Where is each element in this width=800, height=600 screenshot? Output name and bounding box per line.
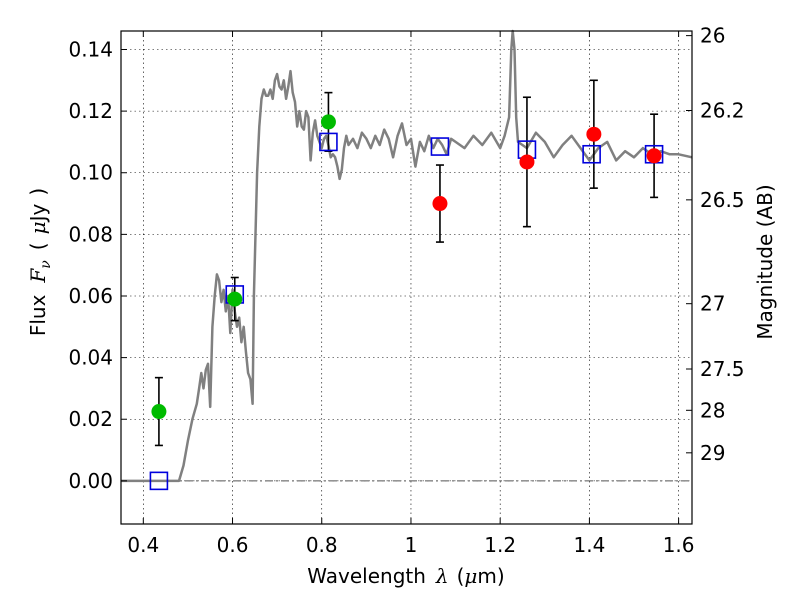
- y-axis-subscript: ν: [38, 260, 54, 269]
- x-axis-label: Wavelength λ (μm): [307, 564, 504, 588]
- right-axis-label: Magnitude (AB): [753, 184, 777, 339]
- x-tick-label: 1.4: [573, 533, 605, 557]
- green-data-point: [151, 404, 167, 420]
- magnitude-tick-label: 27.5: [700, 357, 745, 381]
- tick-labels: 0.4 0.6 0.8 1 1.2 1.4 1.6 0.00 0.02 0.04 0.06 0.08 0…: [68, 24, 744, 557]
- y-tick-label: 0.08: [68, 222, 113, 246]
- red-data-point: [432, 196, 448, 212]
- y-tick-label: 0.14: [68, 37, 113, 61]
- y-tick-label: 0.02: [68, 407, 113, 431]
- magnitude-tick-label: 28: [700, 398, 725, 422]
- model-box-marker: [582, 144, 601, 164]
- y-tick-label: 0.12: [68, 99, 113, 123]
- x-axis-unit-rest: m): [477, 564, 504, 588]
- model-box-marker: [149, 471, 169, 491]
- y-axis-unit-rest: Jy: [26, 203, 50, 223]
- y-axis-symbol: F: [26, 268, 50, 284]
- x-axis-title: Wavelength: [307, 564, 426, 588]
- red-data-point: [519, 154, 535, 170]
- y-axis-unit-open: (: [26, 242, 50, 250]
- y-axis-unit-close: ): [26, 188, 50, 196]
- green-data-point: [227, 291, 243, 307]
- magnitude-tick-label: 27: [700, 292, 725, 316]
- magnitude-tick-label: 26.2: [700, 98, 745, 122]
- y-tick-label: 0.06: [68, 284, 113, 308]
- magnitude-tick-label: 26.5: [700, 188, 745, 212]
- x-tick-label: 0.4: [127, 533, 159, 557]
- x-tick-label: 1: [405, 533, 418, 557]
- plot-background: [121, 31, 692, 524]
- x-axis-unit-mu: μ: [464, 564, 477, 588]
- model-box-marker: [319, 132, 338, 152]
- magnitude-tick-label: 29: [700, 441, 725, 465]
- model-box-marker: [430, 137, 450, 156]
- plot-frame: [120, 30, 693, 525]
- red-data-point: [586, 126, 602, 142]
- ticks: [121, 31, 692, 524]
- y-axis-title: Flux: [26, 294, 50, 336]
- x-axis-symbol: λ: [435, 564, 449, 588]
- x-tick-label: 1.2: [484, 533, 516, 557]
- grid: [121, 31, 692, 524]
- y-axis-label: Flux Fν ( μJy): [26, 188, 54, 336]
- y-axis-unit-mu: μ: [26, 221, 50, 234]
- y-tick-label: 0.10: [68, 161, 113, 185]
- red-data-point: [646, 148, 662, 164]
- y-tick-label: 0.00: [68, 469, 113, 493]
- x-tick-label: 0.6: [217, 533, 249, 557]
- x-tick-label: 0.8: [306, 533, 338, 557]
- data-points: [151, 114, 662, 420]
- green-data-point: [320, 114, 336, 130]
- magnitude-tick-label: 26: [700, 24, 725, 48]
- y-tick-label: 0.04: [68, 346, 113, 370]
- x-tick-label: 1.6: [663, 533, 695, 557]
- x-axis-unit-open: (: [457, 564, 465, 588]
